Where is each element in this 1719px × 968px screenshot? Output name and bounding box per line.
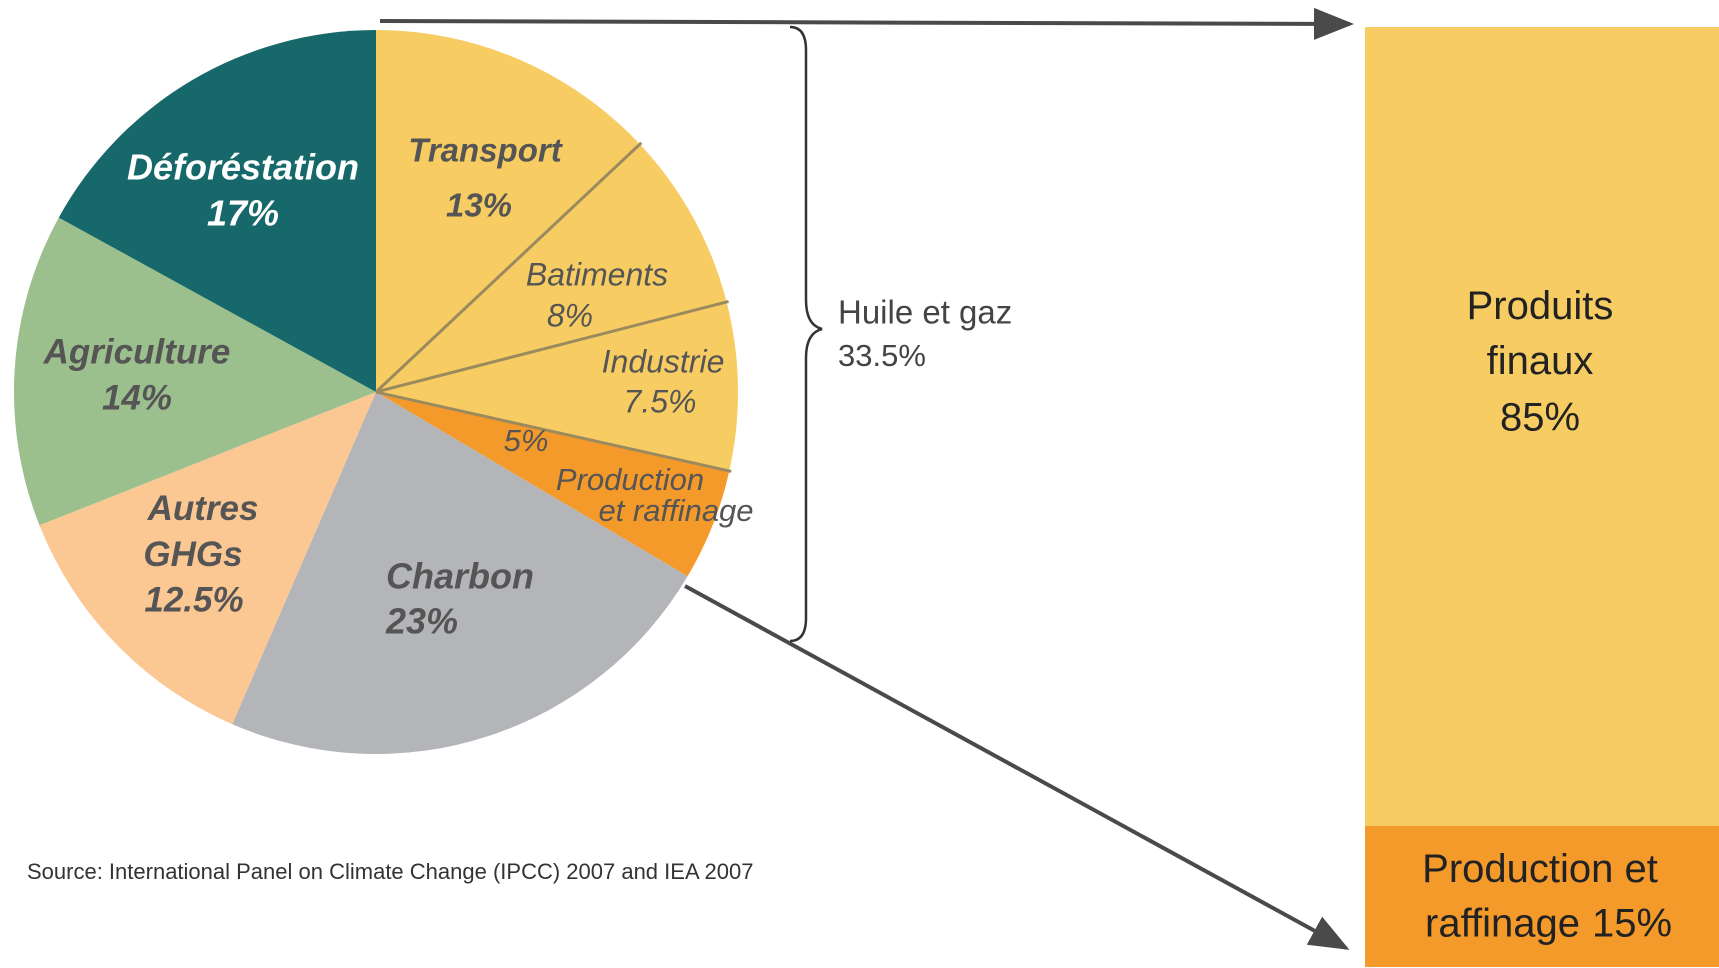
source: Source: International Panel on Climate C…	[27, 859, 753, 884]
pie-slice	[376, 144, 727, 392]
annotation-label: Huile et gaz	[838, 294, 1012, 331]
slice-label: Batiments	[526, 256, 668, 292]
pie-slice	[14, 217, 376, 526]
bar-label: Production et	[1422, 847, 1658, 891]
bar-value-label: 85%	[1500, 396, 1580, 440]
slice-separator	[375, 390, 732, 473]
slice-label: Autres GHGs	[143, 489, 258, 574]
slice-separator	[375, 300, 729, 394]
pie-slice	[232, 392, 688, 754]
slice-separator	[374, 141, 643, 394]
bar-segment	[1365, 27, 1719, 826]
slice-value-label: 8%	[547, 297, 593, 333]
slice-label: Industrie	[602, 343, 725, 379]
slice-label: Charbon	[386, 556, 534, 597]
annotation-value: 33.5%	[838, 338, 926, 373]
bar-value-label: 15%	[1592, 902, 1672, 946]
slice-label: Déforéstation	[127, 147, 359, 188]
pie: Transport 13% Batiments 8%Industrie 7.5% Prod…	[14, 30, 754, 754]
pie-slice	[39, 392, 377, 725]
bar-segment	[1365, 826, 1719, 967]
slice-value-label: 12.5%	[144, 580, 243, 619]
brace	[789, 25, 823, 643]
slice-value-label: 13%	[446, 187, 512, 224]
slice-value-label: 7.5%	[624, 383, 697, 419]
pie-slice	[58, 30, 377, 392]
slice-label: Production et raffinage	[556, 462, 754, 528]
slice-label: Transport	[408, 132, 563, 169]
slice-value-label: 5%	[504, 423, 549, 458]
bar-label: Produits finaux	[1467, 284, 1614, 383]
connector-arrow	[684, 584, 1350, 950]
pie-slice	[376, 392, 730, 577]
bar-label: raffinage	[1425, 902, 1580, 946]
pie-slice	[376, 30, 640, 392]
slice-value-label: 23%	[385, 601, 458, 642]
connector-arrow	[379, 7, 1354, 40]
slice-label: Agriculture	[43, 332, 231, 371]
slice-value-label: 14%	[102, 378, 172, 417]
bar-of-pie: Produits finaux 85% Production et raffinage 1…	[1365, 27, 1719, 967]
slice-value-label: 17%	[207, 193, 279, 234]
pie-slice	[376, 301, 738, 471]
